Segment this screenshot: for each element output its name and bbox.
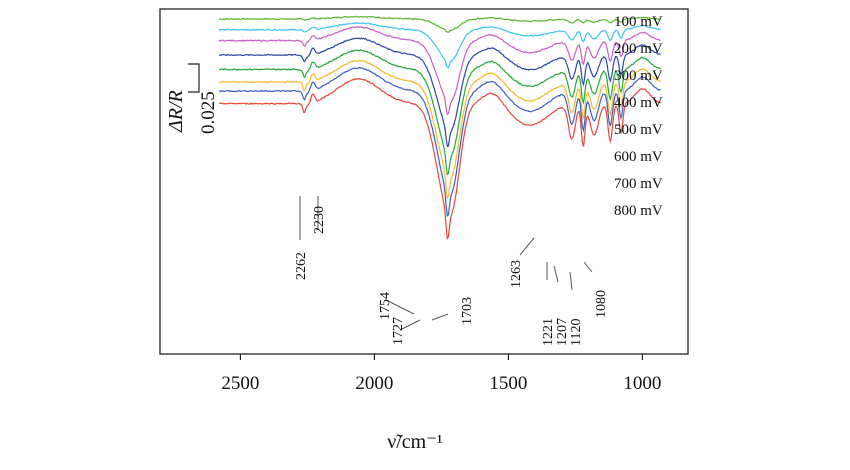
peak-label-1703: 1703 [460, 297, 475, 325]
series-label-300-mv: 300 mV [614, 68, 663, 84]
x-tick-label-1000: 1000 [623, 373, 661, 394]
series-label-400-mv: 400 mV [614, 95, 663, 111]
peak-leader-1207 [553, 265, 559, 283]
peak-label-1120: 1120 [569, 319, 584, 346]
series-label-600-mv: 600 mV [614, 149, 663, 165]
x-tick-label-2500: 2500 [221, 373, 259, 394]
x-tick-label-1500: 1500 [489, 373, 527, 394]
peak-label-1221: 1221 [541, 318, 556, 346]
peak-label-2230: 2230 [312, 206, 327, 234]
peak-leader-1263 [519, 237, 535, 256]
series-line-800-mv [218, 77, 662, 241]
series-line-100-mv [218, 15, 661, 33]
series-line-200-mv [218, 22, 661, 69]
peak-leader-1080 [583, 261, 593, 273]
scale-bar-ylabel: ΔR/R [165, 90, 187, 133]
series-label-500-mv: 500 mV [614, 122, 663, 138]
peak-leader-1120 [569, 271, 573, 291]
series-line-300-mv [218, 25, 661, 116]
series-label-700-mv: 700 mV [614, 176, 663, 192]
series-line-500-mv [218, 49, 661, 176]
scale-bar-bracket [188, 63, 200, 93]
peak-label-1207: 1207 [555, 318, 570, 346]
peak-leader-1703 [431, 313, 449, 321]
peak-label-1080: 1080 [594, 290, 609, 318]
peak-label-1754: 1754 [378, 292, 393, 320]
peak-label-2262: 2262 [294, 252, 309, 280]
series-line-400-mv [219, 37, 661, 148]
series-label-group: 100 mV 200 mV 300 mV 400 mV 500 mV 600 mV 700 … [614, 14, 663, 219]
trace-group [218, 15, 662, 241]
scale-bar-value: 0.025 [198, 91, 219, 134]
peak-leader-1754 [385, 299, 415, 315]
series-label-200-mv: 200 mV [614, 41, 663, 57]
peak-label-1727: 1727 [391, 317, 406, 345]
scale-bar: ΔR/R 0.025 [165, 63, 219, 134]
peak-label-1263: 1263 [509, 260, 524, 288]
series-line-600-mv [218, 59, 661, 200]
series-line-700-mv [218, 66, 661, 218]
x-axis-title: ν̃/cm⁻¹ [387, 431, 443, 453]
x-tick-group: 2500 2000 1500 1000 [221, 354, 661, 394]
series-label-100-mv: 100 mV [614, 14, 663, 30]
series-label-800-mv: 800 mV [614, 203, 663, 219]
plot-frame [159, 8, 689, 355]
x-tick-label-2000: 2000 [355, 373, 393, 394]
peak-leader-1727 [399, 319, 421, 331]
